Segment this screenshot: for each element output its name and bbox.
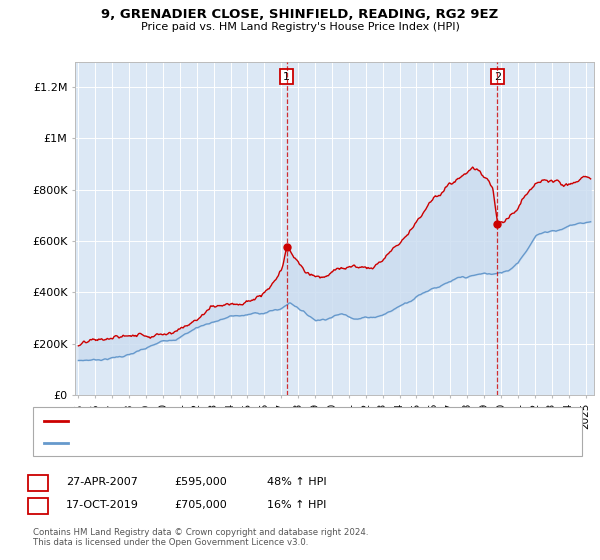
Text: HPI: Average price, detached house, Wokingham: HPI: Average price, detached house, Woki… — [72, 437, 310, 447]
Text: 27-APR-2007: 27-APR-2007 — [66, 477, 138, 487]
Text: 17-OCT-2019: 17-OCT-2019 — [66, 500, 139, 510]
Text: 48% ↑ HPI: 48% ↑ HPI — [267, 477, 326, 487]
Text: Contains HM Land Registry data © Crown copyright and database right 2024.
This d: Contains HM Land Registry data © Crown c… — [33, 528, 368, 547]
Text: Price paid vs. HM Land Registry's House Price Index (HPI): Price paid vs. HM Land Registry's House … — [140, 22, 460, 32]
Text: 2: 2 — [494, 72, 501, 82]
Text: 1: 1 — [283, 72, 290, 82]
Text: £595,000: £595,000 — [174, 477, 227, 487]
Text: £705,000: £705,000 — [174, 500, 227, 510]
Text: 16% ↑ HPI: 16% ↑ HPI — [267, 500, 326, 510]
Text: 9, GRENADIER CLOSE, SHINFIELD, READING, RG2 9EZ (detached house): 9, GRENADIER CLOSE, SHINFIELD, READING, … — [72, 416, 424, 426]
Text: 2: 2 — [34, 498, 41, 512]
Text: 9, GRENADIER CLOSE, SHINFIELD, READING, RG2 9EZ: 9, GRENADIER CLOSE, SHINFIELD, READING, … — [101, 8, 499, 21]
Text: 1: 1 — [34, 475, 41, 488]
